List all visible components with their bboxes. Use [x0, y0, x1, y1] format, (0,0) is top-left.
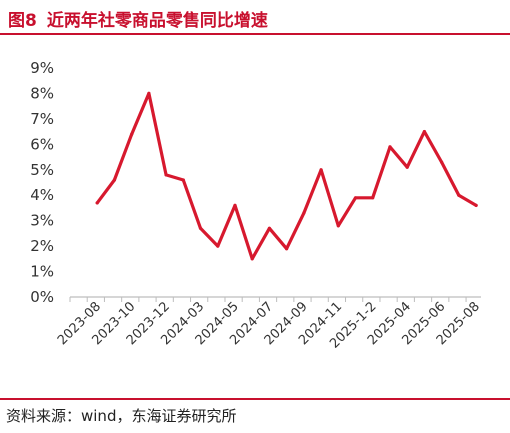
data-point — [440, 160, 444, 164]
data-point — [405, 165, 409, 169]
y-tick-label: 5% — [30, 161, 54, 179]
series-line — [95, 91, 478, 261]
data-point — [130, 132, 134, 136]
y-axis: 0% 1% 2% 3% 4% 5% 6% 7% 8% 9% — [30, 59, 54, 306]
data-point — [164, 173, 168, 177]
data-point — [112, 178, 116, 182]
data-point — [474, 203, 478, 207]
data-point — [267, 226, 271, 230]
line-chart: 0% 1% 2% 3% 4% 5% 6% 7% 8% 9% 2023-082023-102023-… — [30, 59, 483, 352]
y-tick-label: 6% — [30, 135, 54, 153]
figure-number: 图8 — [8, 11, 37, 31]
y-tick-label: 8% — [30, 84, 54, 102]
y-tick-label: 3% — [30, 212, 54, 230]
chart-title: 图8 近两年社零商品零售同比增速 — [8, 6, 268, 31]
y-tick-label: 0% — [30, 288, 54, 306]
data-point — [95, 201, 99, 205]
data-point — [388, 145, 392, 149]
data-point — [233, 203, 237, 207]
data-point — [336, 224, 340, 228]
data-point — [198, 226, 203, 230]
data-point — [216, 244, 220, 248]
y-tick-label: 7% — [30, 110, 54, 128]
data-point — [250, 257, 254, 261]
data-point — [181, 178, 185, 182]
top-divider — [0, 33, 510, 35]
data-point — [371, 196, 375, 200]
data-point — [285, 247, 289, 251]
data-point — [302, 211, 306, 215]
y-tick-label: 4% — [30, 186, 54, 204]
figure-title: 近两年社零商品零售同比增速 — [46, 11, 268, 31]
data-point — [319, 168, 323, 172]
source-note: 资料来源：wind，东海证券研究所 — [6, 407, 237, 425]
y-tick-label: 1% — [30, 263, 54, 281]
data-point — [457, 193, 461, 197]
y-tick-label: 9% — [30, 59, 54, 77]
x-axis: 2023-082023-102023-122024-032024-052024-… — [55, 296, 483, 352]
data-point — [353, 196, 358, 200]
bottom-divider — [0, 398, 510, 400]
data-point — [422, 130, 426, 134]
y-tick-label: 2% — [30, 237, 54, 255]
data-point — [147, 91, 151, 95]
series-layer — [95, 91, 478, 261]
